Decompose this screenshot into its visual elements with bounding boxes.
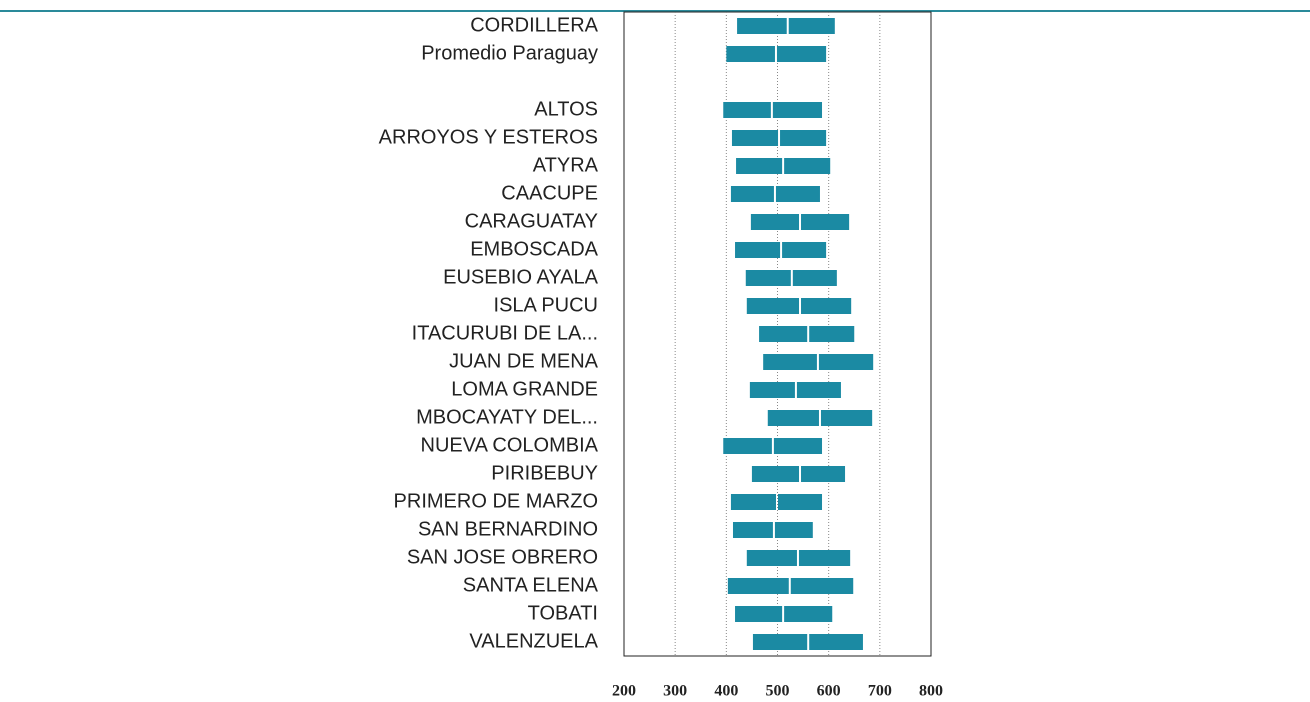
range-low	[723, 438, 772, 454]
range-low	[746, 550, 797, 566]
category-label: ISLA PUCU	[494, 294, 598, 316]
range-high	[809, 634, 863, 650]
range-low	[735, 242, 781, 258]
x-tick-label: 800	[919, 683, 943, 700]
range-low	[736, 158, 783, 174]
range-high	[784, 606, 833, 622]
range-high	[772, 102, 823, 118]
range-high	[790, 578, 854, 594]
range-low	[731, 130, 779, 146]
category-label: CORDILLERA	[470, 14, 598, 36]
x-tick-label: 700	[868, 683, 892, 700]
range-high	[773, 438, 823, 454]
category-label: SAN JOSE OBRERO	[407, 546, 598, 568]
range-low	[737, 18, 787, 34]
range-high	[780, 130, 827, 146]
range-low	[763, 354, 817, 370]
x-tick-label: 200	[612, 683, 636, 700]
range-low	[726, 46, 775, 62]
range-high	[801, 298, 852, 314]
range-high	[782, 242, 827, 258]
range-low	[750, 214, 800, 230]
range-high	[776, 46, 827, 62]
category-label: MBOCAYATY DEL...	[416, 406, 598, 428]
category-label: PIRIBEBUY	[491, 462, 598, 484]
category-label: ITACURUBI DE LA...	[412, 322, 598, 344]
x-tick-label: 500	[766, 683, 790, 700]
category-label: ATYRA	[533, 154, 599, 176]
range-low	[746, 298, 800, 314]
range-low	[730, 186, 774, 202]
category-label: VALENZUELA	[469, 630, 598, 652]
x-tick-label: 600	[817, 683, 841, 700]
range-high	[809, 326, 855, 342]
range-high	[774, 522, 813, 538]
category-label: TOBATI	[528, 602, 598, 624]
range-high	[798, 550, 851, 566]
range-high	[777, 494, 823, 510]
range-low	[759, 326, 808, 342]
range-high	[801, 214, 850, 230]
range-low	[723, 102, 771, 118]
x-tick-label: 400	[714, 683, 738, 700]
category-label: JUAN DE MENA	[449, 350, 599, 372]
category-label: EMBOSCADA	[470, 238, 598, 260]
category-label: NUEVA COLOMBIA	[421, 434, 599, 456]
category-label: CAACUPE	[501, 182, 598, 204]
range-high	[801, 466, 846, 482]
range-low	[735, 606, 783, 622]
range-low	[752, 634, 808, 650]
range-low	[749, 382, 795, 398]
category-label: EUSEBIO AYALA	[443, 266, 599, 288]
category-label: SANTA ELENA	[463, 574, 599, 596]
range-high	[775, 186, 820, 202]
range-low	[745, 270, 791, 286]
range-low	[730, 494, 776, 510]
category-label: Promedio Paraguay	[421, 42, 598, 64]
category-label: LOMA GRANDE	[451, 378, 598, 400]
range-low	[767, 410, 819, 426]
range-low	[732, 522, 773, 538]
range-high	[792, 270, 837, 286]
category-label: ARROYOS Y ESTEROS	[379, 126, 598, 148]
range-high	[796, 382, 841, 398]
category-label: ALTOS	[534, 98, 598, 120]
range-high	[818, 354, 874, 370]
range-high	[820, 410, 873, 426]
range-low	[751, 466, 800, 482]
category-label: PRIMERO DE MARZO	[394, 490, 598, 512]
category-label: SAN BERNARDINO	[418, 518, 598, 540]
range-high	[784, 158, 831, 174]
category-label: CARAGUATAY	[465, 210, 598, 232]
range-high	[788, 18, 835, 34]
range-low	[727, 578, 789, 594]
x-tick-label: 300	[663, 683, 687, 700]
